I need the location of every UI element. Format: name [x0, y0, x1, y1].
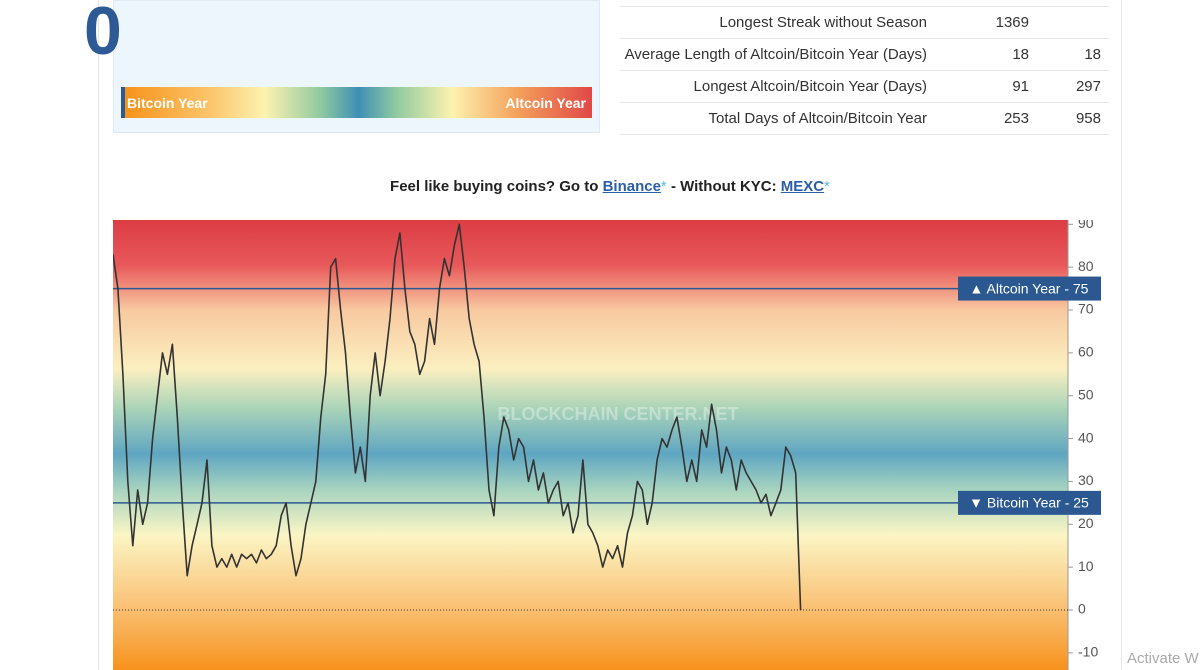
gauge-bar: Bitcoin Year Altcoin Year — [121, 87, 592, 118]
y-tick-label: 90 — [1078, 220, 1094, 231]
series-line — [113, 223, 802, 611]
cell-value: 297 — [1029, 70, 1109, 103]
watermark: BLOCKCHAIN CENTER.NET — [498, 404, 739, 424]
table-row: Average Length of Altcoin/Bitcoin Year (… — [620, 38, 1109, 71]
cell-value: 1369 — [959, 6, 1029, 39]
y-tick-label: 80 — [1078, 258, 1094, 274]
cell-value: 18 — [1029, 38, 1109, 71]
index-value: 0 — [84, 0, 122, 69]
content-frame — [98, 0, 1122, 670]
promo-line: Feel like buying coins? Go to Binance* -… — [0, 178, 1200, 195]
row-label: Average Length of Altcoin/Bitcoin Year (… — [620, 38, 959, 71]
link[interactable]: Binance — [602, 178, 661, 195]
promo-text: Feel like buying coins? Go to — [390, 178, 599, 195]
table-row: Longest Altcoin/Bitcoin Year (Days) 91 297 — [620, 70, 1109, 103]
os-watermark: Activate W — [1127, 650, 1199, 667]
row-label: Total Days of Altcoin/Bitcoin Year — [620, 102, 959, 135]
gauge-right-label: Altcoin Year — [505, 95, 586, 111]
threshold-label: ▼ Bitcoin Year - 25 — [969, 495, 1089, 511]
y-tick-label: 0 — [1078, 601, 1086, 617]
chart: BLOCKCHAIN CENTER.NET -10 0 10 20 30 40 50 60 70… — [113, 220, 1101, 670]
stats-table: Longest Streak without Season 1369 Average… — [620, 6, 1109, 135]
cell-value: 253 — [959, 102, 1029, 135]
table-row: Total Days of Altcoin/Bitcoin Year 253 958 — [620, 102, 1109, 135]
plot-background — [113, 220, 1068, 670]
asterisk: * — [824, 178, 830, 195]
cell-value: 958 — [1029, 102, 1109, 135]
gauge-left-label: Bitcoin Year — [127, 95, 208, 111]
table-row: Longest Streak without Season 1369 — [620, 6, 1109, 39]
y-tick-label: 70 — [1078, 301, 1094, 317]
threshold-badge — [958, 490, 1101, 515]
link[interactable]: MEXC — [780, 178, 825, 195]
y-tick-label: 30 — [1078, 472, 1094, 488]
y-tick-label: 40 — [1078, 429, 1094, 445]
cell-empty — [1029, 6, 1109, 39]
cell-value: 18 — [959, 38, 1029, 71]
y-tick-label: 60 — [1078, 344, 1094, 360]
y-tick-label: 10 — [1078, 558, 1094, 574]
row-label: Longest Streak without Season — [620, 6, 959, 39]
row-label: Longest Altcoin/Bitcoin Year (Days) — [620, 70, 959, 103]
asterisk: * — [660, 178, 667, 195]
y-tick-label: 20 — [1078, 515, 1094, 531]
y-tick-label: -10 — [1078, 644, 1098, 660]
cell-value: 91 — [959, 70, 1029, 103]
y-tick-label: 50 — [1078, 386, 1094, 402]
promo-text: - Without KYC: — [670, 178, 777, 195]
threshold-label: ▲ Altcoin Year - 75 — [970, 280, 1089, 296]
threshold-badge — [958, 276, 1101, 301]
